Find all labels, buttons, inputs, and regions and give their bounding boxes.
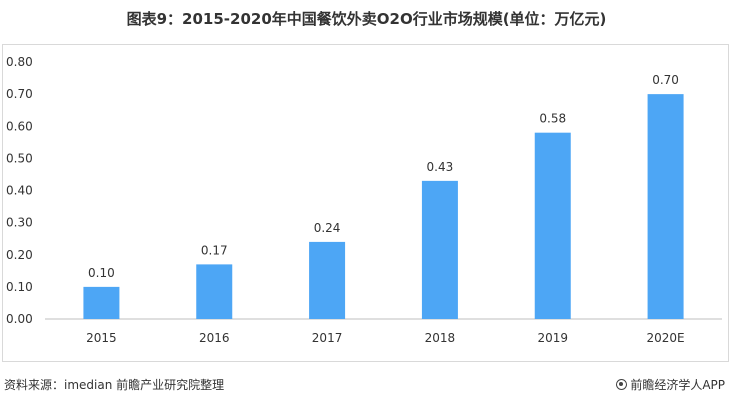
bar (196, 264, 233, 319)
chart-frame (2, 44, 729, 362)
x-tick-label: 2019 (537, 331, 568, 345)
y-tick-label: 0.70 (6, 87, 33, 101)
bar (647, 94, 684, 319)
data-label: 0.43 (427, 160, 454, 174)
data-label: 0.17 (201, 243, 228, 257)
y-tick-label: 0.80 (6, 55, 33, 69)
x-tick-label: 2015 (86, 331, 117, 345)
y-tick-label: 0.40 (6, 184, 33, 198)
data-label: 0.24 (314, 221, 341, 235)
brand-label: 前瞻经济学人APP (630, 378, 725, 392)
x-tick-label: 2018 (425, 331, 456, 345)
y-tick-label: 0.00 (6, 312, 33, 326)
y-tick-label: 0.20 (6, 248, 33, 262)
data-label: 0.70 (652, 73, 679, 87)
y-tick-label: 0.60 (6, 119, 33, 133)
data-label: 0.58 (539, 112, 566, 126)
bar (421, 180, 458, 319)
chart-title: 图表9：2015-2020年中国餐饮外卖O2O行业市场规模(单位：万亿元) (126, 10, 607, 28)
bar (83, 286, 120, 319)
bar (309, 241, 346, 319)
y-tick-label: 0.30 (6, 216, 33, 230)
bar (534, 132, 571, 319)
x-tick-label: 2017 (312, 331, 343, 345)
y-tick-label: 0.10 (6, 280, 33, 294)
x-tick-label: 2020E (647, 331, 685, 345)
brand-logo-icon (616, 379, 628, 390)
source-note: 资料来源：imedian 前瞻产业研究院整理 (4, 378, 225, 392)
x-tick-label: 2016 (199, 331, 230, 345)
data-label: 0.10 (88, 266, 115, 280)
brand-credit: 前瞻经济学人APP (616, 376, 725, 393)
y-tick-label: 0.50 (6, 151, 33, 165)
